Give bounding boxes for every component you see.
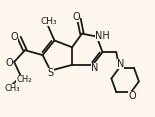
Text: N: N [91, 63, 98, 73]
Text: N: N [117, 59, 124, 69]
Text: CH₃: CH₃ [40, 17, 57, 26]
Text: NH: NH [95, 31, 110, 41]
Text: S: S [47, 68, 54, 78]
Text: O: O [10, 32, 18, 42]
Text: O: O [72, 12, 80, 22]
Text: O: O [5, 58, 13, 68]
Text: O: O [128, 91, 136, 101]
Text: CH₃: CH₃ [4, 84, 20, 93]
Text: CH₂: CH₂ [16, 75, 32, 84]
